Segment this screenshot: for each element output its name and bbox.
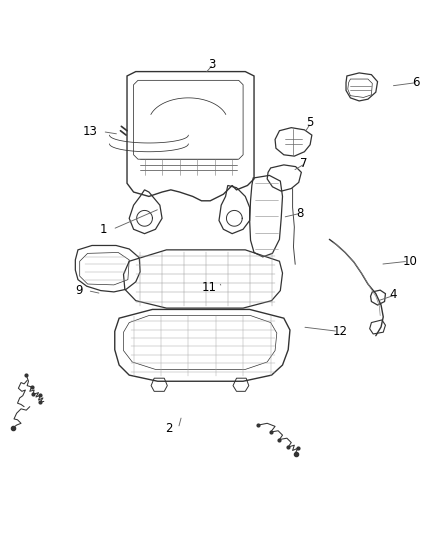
Text: 3: 3: [208, 58, 215, 71]
Text: 7: 7: [300, 157, 307, 170]
Text: 1: 1: [100, 223, 107, 236]
Text: 9: 9: [75, 284, 82, 297]
Text: 4: 4: [390, 288, 397, 302]
Text: 8: 8: [296, 207, 304, 220]
Text: 13: 13: [82, 125, 97, 138]
Text: 10: 10: [403, 255, 418, 268]
Text: 12: 12: [333, 325, 348, 338]
Text: 6: 6: [412, 76, 419, 89]
Text: 11: 11: [202, 281, 217, 294]
Text: 5: 5: [306, 116, 313, 130]
Text: 2: 2: [166, 422, 173, 435]
